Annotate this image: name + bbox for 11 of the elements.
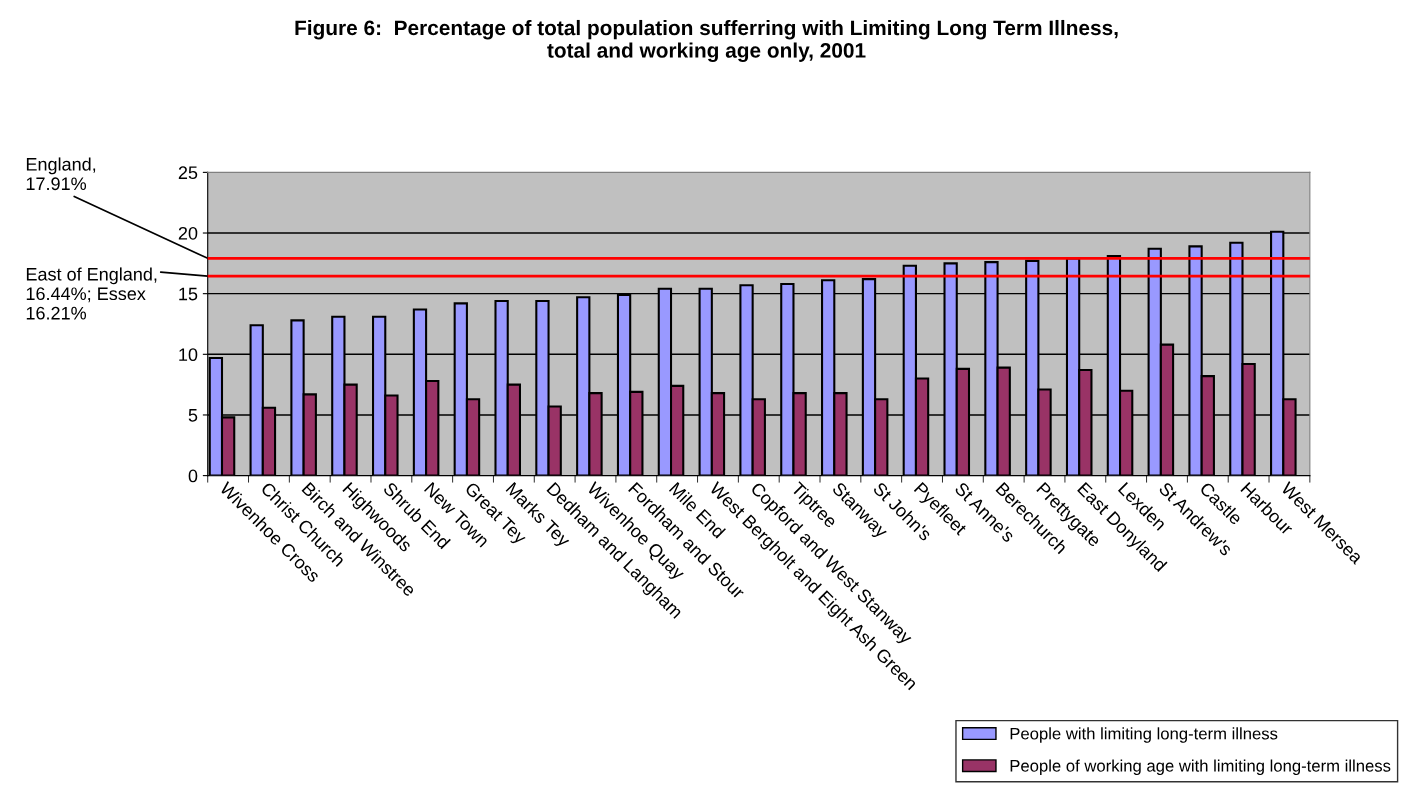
y-tick-label: 15 bbox=[179, 287, 198, 301]
y-tick-label: 25 bbox=[178, 166, 198, 180]
y-tick-label: 20 bbox=[178, 226, 198, 240]
legend-label: People with limiting long-term illness bbox=[1010, 727, 1278, 743]
y-tick-label: 10 bbox=[179, 348, 198, 362]
ref-line-label: East of England, 16.44%; Essex 16.21% bbox=[26, 267, 157, 320]
legend-label: People of working age with limiting long-term illness bbox=[1010, 759, 1391, 776]
chart-title: Figure 6: Percentage of total population sufferring with Limiting Long Term Illness, total and working age only, 2001 bbox=[295, 19, 1118, 62]
y-tick-label: 5 bbox=[188, 409, 198, 422]
ref-line-label: England, 17.91% bbox=[26, 157, 96, 191]
y-tick-label: 0 bbox=[188, 469, 198, 483]
